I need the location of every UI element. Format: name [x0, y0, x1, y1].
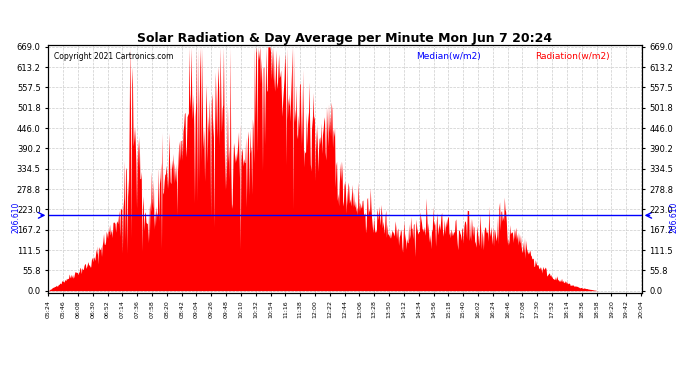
Text: Median(w/m2): Median(w/m2) [416, 53, 481, 62]
Text: 206.610: 206.610 [670, 201, 679, 233]
Text: Radiation(w/m2): Radiation(w/m2) [535, 53, 609, 62]
Text: 206.610: 206.610 [11, 201, 20, 233]
Title: Solar Radiation & Day Average per Minute Mon Jun 7 20:24: Solar Radiation & Day Average per Minute… [137, 32, 553, 45]
Text: Copyright 2021 Cartronics.com: Copyright 2021 Cartronics.com [55, 53, 174, 62]
